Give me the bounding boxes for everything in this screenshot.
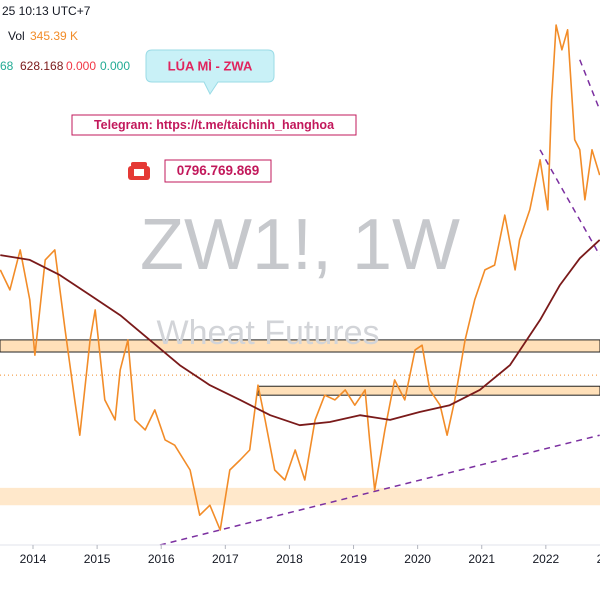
x-tick-label: 2019 [340, 552, 367, 566]
ohlc: 628.168 [20, 59, 64, 73]
x-tick-label: 2021 [468, 552, 495, 566]
x-tick-label: 2020 [404, 552, 431, 566]
x-tick-label: 2023 [597, 552, 600, 566]
trendline [579, 59, 600, 111]
ohlc: 0.000 [66, 59, 96, 73]
vol-value: 345.39 K [30, 29, 78, 43]
zone [0, 339, 600, 353]
x-tick-label: 2018 [276, 552, 303, 566]
plot-area [0, 24, 600, 546]
phone-text: 0796.769.869 [177, 163, 260, 178]
watermark-symbol: ZW1!, 1W [140, 205, 460, 285]
x-tick-label: 2016 [148, 552, 175, 566]
phone-icon [128, 162, 150, 180]
header-time: 25 10:13 UTC+7 [2, 4, 91, 18]
x-tick-label: 2015 [84, 552, 111, 566]
phone-box [164, 159, 272, 183]
zone [0, 487, 600, 506]
trendline [159, 434, 600, 546]
watermark-name: Wheat Futures [157, 314, 380, 352]
line-price [0, 24, 600, 531]
x-tick-label: 2022 [532, 552, 559, 566]
callout-box [145, 49, 275, 95]
telegram-text: Telegram: https://t.me/taichinh_hanghoa [94, 118, 335, 132]
ohlc: 0.000 [100, 59, 130, 73]
x-tick-label: 2017 [212, 552, 239, 566]
telegram-box [71, 114, 357, 136]
x-tick-label: 2014 [20, 552, 47, 566]
callout-text: LÚA MÌ - ZWA [168, 58, 253, 73]
vol-label: Vol [8, 29, 25, 43]
line-ma [0, 239, 600, 427]
trendline [539, 149, 600, 256]
ohlc: 68 [0, 59, 14, 73]
callout: LÚA MÌ - ZWA [145, 49, 275, 95]
